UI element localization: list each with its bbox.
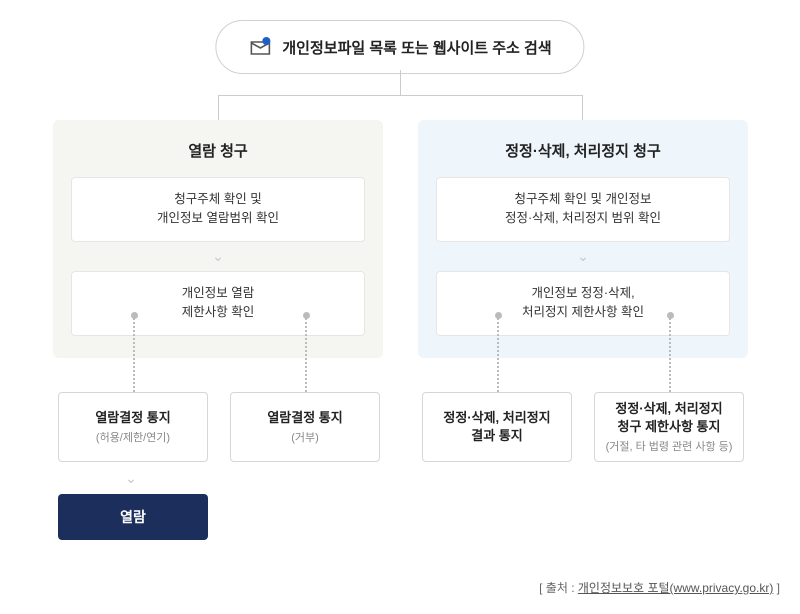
result-title: 정정·삭제, 처리정지결과 통지 bbox=[443, 409, 550, 445]
dotted-connector bbox=[305, 318, 307, 392]
step-box: 청구주체 확인 및 개인정보정정·삭제, 처리정지 범위 확인 bbox=[436, 177, 730, 242]
connector bbox=[218, 95, 582, 96]
source-link[interactable]: 개인정보보호 포털(www.privacy.go.kr) bbox=[578, 581, 773, 595]
chevron-down-icon: ⌄ bbox=[125, 470, 137, 487]
dotted-connector bbox=[497, 318, 499, 392]
connector bbox=[218, 95, 219, 120]
result-sub: (허용/제한/연기) bbox=[96, 431, 170, 445]
dotted-connector bbox=[133, 318, 135, 392]
result-box: 정정·삭제, 처리정지결과 통지 bbox=[422, 392, 572, 462]
step-box: 청구주체 확인 및개인정보 열람범위 확인 bbox=[71, 177, 365, 242]
result-box: 정정·삭제, 처리정지청구 제한사항 통지 (거절, 타 법령 관련 사항 등) bbox=[594, 392, 744, 462]
connector bbox=[400, 70, 401, 95]
result-box: 열람결정 통지 (허용/제한/연기) bbox=[58, 392, 208, 462]
final-node: 열람 bbox=[58, 494, 208, 540]
root-label: 개인정보파일 목록 또는 웹사이트 주소 검색 bbox=[282, 37, 551, 58]
source-citation: [ 출처 : 개인정보보호 포털(www.privacy.go.kr) ] bbox=[539, 579, 780, 596]
result-box: 열람결정 통지 (거부) bbox=[230, 392, 380, 462]
chevron-down-icon: ⌄ bbox=[436, 248, 730, 265]
source-suffix: ] bbox=[773, 581, 780, 595]
branch-left: 열람 청구 청구주체 확인 및개인정보 열람범위 확인 ⌄ 개인정보 열람제한사… bbox=[53, 120, 383, 358]
result-sub: (거절, 타 법령 관련 사항 등) bbox=[606, 440, 733, 454]
result-title: 열람결정 통지 bbox=[95, 409, 170, 427]
dotted-connector bbox=[669, 318, 671, 392]
source-prefix: [ 출처 : bbox=[539, 581, 578, 595]
result-title: 열람결정 통지 bbox=[267, 409, 342, 427]
step-box: 개인정보 정정·삭제,처리정지 제한사항 확인 bbox=[436, 271, 730, 336]
branch-right-title: 정정·삭제, 처리정지 청구 bbox=[436, 140, 730, 161]
connector bbox=[582, 95, 583, 120]
result-sub: (거부) bbox=[291, 431, 319, 445]
step-box: 개인정보 열람제한사항 확인 bbox=[71, 271, 365, 336]
mail-search-icon bbox=[248, 35, 272, 59]
result-title: 정정·삭제, 처리정지청구 제한사항 통지 bbox=[615, 400, 722, 436]
chevron-down-icon: ⌄ bbox=[71, 248, 365, 265]
final-label: 열람 bbox=[120, 507, 146, 527]
branch-right: 정정·삭제, 처리정지 청구 청구주체 확인 및 개인정보정정·삭제, 처리정지… bbox=[418, 120, 748, 358]
root-node: 개인정보파일 목록 또는 웹사이트 주소 검색 bbox=[215, 20, 584, 74]
branch-left-title: 열람 청구 bbox=[71, 140, 365, 161]
